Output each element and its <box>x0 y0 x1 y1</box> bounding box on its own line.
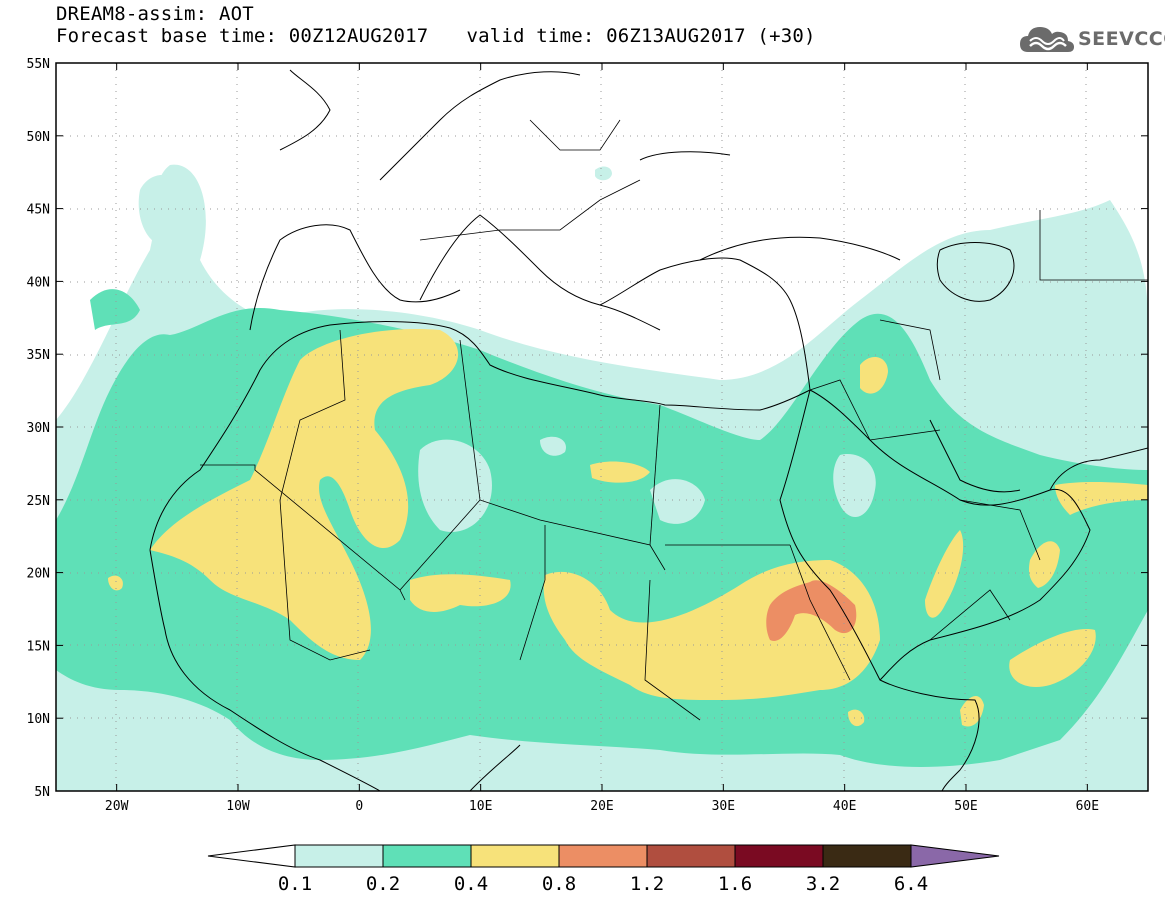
lon-tick-label: 20W <box>105 799 129 814</box>
lat-tick-label: 40N <box>27 275 50 290</box>
lat-tick-label: 45N <box>27 203 50 218</box>
forecast-base-time: Forecast base time: 00Z12AUG2017 <box>56 25 429 47</box>
aot-contour-high <box>925 530 964 618</box>
lon-tick-label: 40E <box>833 799 856 814</box>
coastlines <box>149 69 1148 791</box>
aot-contour-high <box>410 574 511 612</box>
map-grid <box>56 63 1148 791</box>
valid-time: valid time: 06Z13AUG2017 (+30) <box>466 25 816 47</box>
aot-contour-high <box>590 461 650 483</box>
lon-tick-label: 60E <box>1076 799 1099 814</box>
axis-ticks <box>56 62 1148 792</box>
logo-text: SEEVCCC <box>1078 28 1165 50</box>
colorbar-label: 0.1 <box>278 873 312 895</box>
colorbar-segment <box>294 844 384 868</box>
aot-field <box>56 63 1148 791</box>
colorbar-segment <box>382 844 472 868</box>
colorbar-over-arrow <box>910 844 1000 868</box>
colorbar-label: 0.8 <box>542 873 576 895</box>
colorbar-label: 3.2 <box>806 873 840 895</box>
colorbar-segment <box>734 844 824 868</box>
colorbar: 0.1 0.2 0.4 0.8 1.2 1.6 3.2 6.4 <box>207 844 1000 895</box>
lon-tick-label: 10E <box>469 799 492 814</box>
lat-tick-label: 10N <box>27 712 50 727</box>
aot-contour-high <box>860 356 888 394</box>
aot-contour-light <box>138 175 184 245</box>
lat-tick-label: 55N <box>27 57 50 72</box>
aot-contour-high <box>1009 629 1096 688</box>
lat-tick-label: 35N <box>27 348 50 363</box>
lon-tick-label: 50E <box>954 799 977 814</box>
aot-contour-light <box>595 166 612 181</box>
aot-contour-high <box>108 575 123 591</box>
colorbar-segment <box>470 844 560 868</box>
aot-contour-hole <box>540 436 566 456</box>
lon-tick-label: 0 <box>355 799 363 814</box>
colorbar-under-arrow <box>207 844 296 868</box>
lat-tick-label: 5N <box>34 785 50 800</box>
lon-tick-label: 20E <box>590 799 613 814</box>
aot-contour-high <box>150 329 459 660</box>
colorbar-label: 1.2 <box>630 873 664 895</box>
cloud-icon <box>1020 27 1074 52</box>
lon-tick-label: 10W <box>226 799 250 814</box>
lat-tick-label: 25N <box>27 494 50 509</box>
aot-contour-hole <box>418 439 492 532</box>
lat-tick-label: 15N <box>27 639 50 654</box>
axis-labels: 20W 10W 0 10E 20E 30E 40E 50E 60E 55N 50N 45N 40N 35N… <box>27 57 1100 814</box>
aot-contour-hole <box>650 479 705 524</box>
colorbar-label: 0.4 <box>454 873 488 895</box>
colorbar-label: 0.2 <box>366 873 400 895</box>
colorbar-segment <box>558 844 648 868</box>
aot-contour-high <box>1028 541 1060 588</box>
lat-tick-label: 30N <box>27 421 50 436</box>
aot-contour-mid <box>90 289 140 330</box>
lat-tick-label: 50N <box>27 130 50 145</box>
colorbar-segment <box>822 844 912 868</box>
colorbar-segment <box>646 844 736 868</box>
lon-tick-label: 30E <box>712 799 735 814</box>
seevccc-logo: SEEVCCC <box>1018 22 1165 58</box>
map-subtitle: Forecast base time: 00Z12AUG2017 valid ti… <box>56 26 816 47</box>
country-borders <box>200 119 1148 721</box>
map-title: DREAM8-assim: AOT <box>56 3 254 25</box>
aot-contour-high <box>848 709 865 727</box>
lat-tick-label: 20N <box>27 567 50 582</box>
colorbar-label: 1.6 <box>718 873 752 895</box>
aot-contour-high <box>960 695 984 727</box>
colorbar-label: 6.4 <box>894 873 928 895</box>
